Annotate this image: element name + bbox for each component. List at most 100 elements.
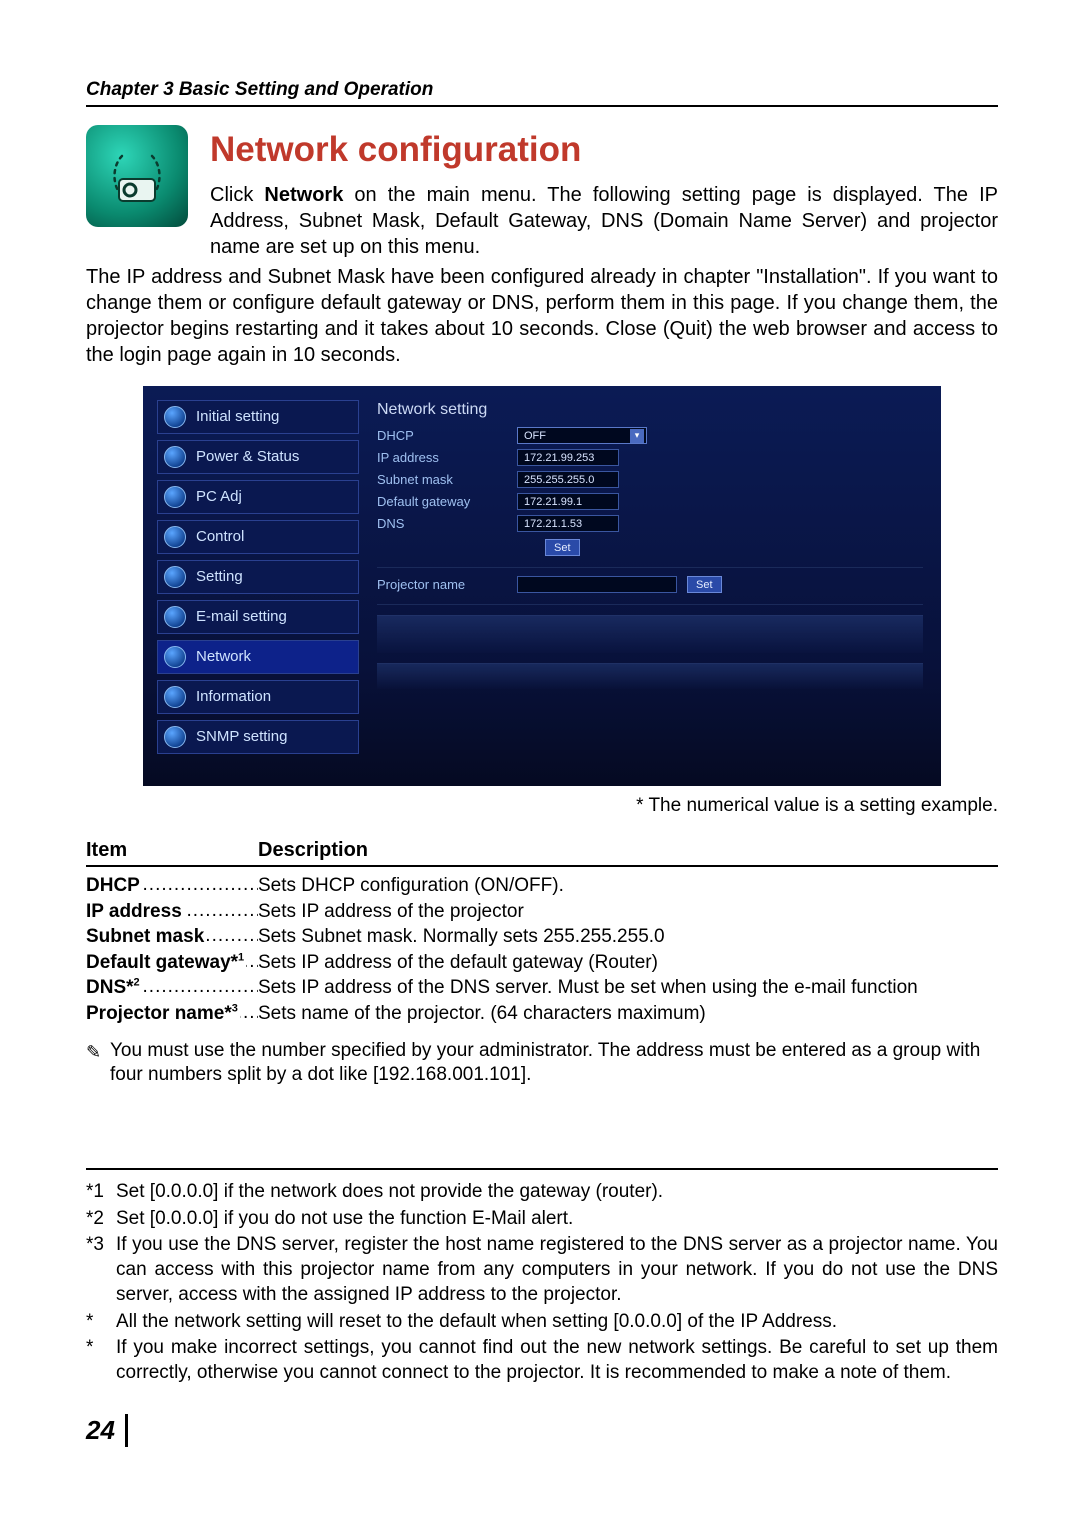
footnote-text: If you make incorrect settings, you cann…	[116, 1336, 998, 1385]
footnote-row: *1Set [0.0.0.0] if the network does not …	[86, 1180, 998, 1205]
table-row: IP addressSets IP address of the project…	[86, 899, 998, 925]
screenshot-caption: * The numerical value is a setting examp…	[86, 794, 998, 819]
footnote-row: *3If you use the DNS server, register th…	[86, 1233, 998, 1307]
sidebar-item-label: E-mail setting	[196, 607, 287, 627]
menu-icon	[164, 486, 186, 508]
sidebar-item-power-status[interactable]: Power & Status	[157, 440, 359, 474]
sidebar-item-pc-adj[interactable]: PC Adj	[157, 480, 359, 514]
footnote-row: *2Set [0.0.0.0] if you do not use the fu…	[86, 1207, 998, 1232]
hazy-band	[377, 615, 923, 653]
projector-name-input[interactable]	[517, 576, 677, 593]
footnote-text: Set [0.0.0.0] if the network does not pr…	[116, 1180, 998, 1205]
desc-value: Sets IP address of the DNS server. Must …	[258, 975, 998, 1001]
menu-icon	[164, 526, 186, 548]
pen-icon: ✎	[86, 1039, 110, 1088]
sidebar-item-network[interactable]: Network	[157, 640, 359, 674]
intro-network-word: Network	[264, 184, 343, 206]
sidebar-item-information[interactable]: Information	[157, 680, 359, 714]
sidebar-item-snmp-setting[interactable]: SNMP setting	[157, 720, 359, 754]
intro-text: Click Network on the main menu. The foll…	[210, 182, 998, 260]
menu-icon	[164, 406, 186, 428]
table-header-item: Item	[86, 837, 258, 863]
table-row: DNS*2Sets IP address of the DNS server. …	[86, 975, 998, 1001]
gateway-input[interactable]: 172.21.99.1	[517, 493, 619, 510]
desc-value: Sets IP address of the projector	[258, 899, 998, 925]
ip-input[interactable]: 172.21.99.253	[517, 449, 619, 466]
section-title: Network configuration	[210, 127, 998, 173]
sidebar-item-label: PC Adj	[196, 487, 242, 507]
menu-icon	[164, 566, 186, 588]
body-paragraph: The IP address and Subnet Mask have been…	[86, 264, 998, 368]
chevron-down-icon: ▾	[630, 429, 644, 443]
footnotes: *1Set [0.0.0.0] if the network does not …	[86, 1180, 998, 1386]
menu-icon	[164, 446, 186, 468]
divider	[377, 567, 923, 568]
mask-input[interactable]: 255.255.255.0	[517, 471, 619, 488]
description-rows: DHCPSets DHCP configuration (ON/OFF).IP …	[86, 873, 998, 1027]
hazy-band	[377, 663, 923, 689]
divider	[377, 604, 923, 605]
page-number: 24	[86, 1414, 128, 1448]
footnote-separator	[86, 1168, 998, 1170]
sidebar-item-label: Network	[196, 647, 251, 667]
desc-value: Sets IP address of the default gateway (…	[258, 950, 998, 976]
table-row: DHCPSets DHCP configuration (ON/OFF).	[86, 873, 998, 899]
table-row: Subnet maskSets Subnet mask. Normally se…	[86, 924, 998, 950]
footnote-text: If you use the DNS server, register the …	[116, 1233, 998, 1307]
desc-value: Sets Subnet mask. Normally sets 255.255.…	[258, 924, 998, 950]
network-setting-screenshot: Initial setting Power & Status PC Adj Co…	[143, 386, 941, 786]
intro-prefix: Click	[210, 184, 264, 206]
chapter-header: Chapter 3 Basic Setting and Operation	[86, 78, 998, 107]
sidebar-item-label: SNMP setting	[196, 727, 287, 747]
footnote-marker: *	[86, 1310, 116, 1335]
sidebar-item-label: Control	[196, 527, 244, 547]
menu-icon	[164, 726, 186, 748]
desc-key: DNS*2	[86, 975, 258, 1001]
gateway-label: Default gateway	[377, 494, 517, 511]
table-row: Projector name*3Sets name of the project…	[86, 1001, 998, 1027]
dns-input[interactable]: 172.21.1.53	[517, 515, 619, 532]
screenshot-heading: Network setting	[377, 400, 923, 421]
footnote-marker: *3	[86, 1233, 116, 1307]
footnote-row: *All the network setting will reset to t…	[86, 1310, 998, 1335]
note-row: ✎ You must use the number specified by y…	[86, 1039, 998, 1088]
desc-value: Sets DHCP configuration (ON/OFF).	[258, 873, 998, 899]
sidebar-item-setting[interactable]: Setting	[157, 560, 359, 594]
sidebar-item-label: Information	[196, 687, 271, 707]
menu-icon	[164, 606, 186, 628]
footnote-marker: *	[86, 1336, 116, 1385]
set-button[interactable]: Set	[545, 539, 580, 556]
sidebar-item-label: Power & Status	[196, 447, 299, 467]
desc-value: Sets name of the projector. (64 characte…	[258, 1001, 998, 1027]
sidebar-item-email-setting[interactable]: E-mail setting	[157, 600, 359, 634]
sidebar-item-label: Initial setting	[196, 407, 279, 427]
mask-label: Subnet mask	[377, 472, 517, 489]
footnote-text: Set [0.0.0.0] if you do not use the func…	[116, 1207, 998, 1232]
page-number-wrap: 24	[86, 1388, 998, 1448]
table-header: Item Description	[86, 837, 998, 867]
desc-key: Subnet mask	[86, 924, 258, 950]
sidebar-item-control[interactable]: Control	[157, 520, 359, 554]
menu-icon	[164, 686, 186, 708]
network-config-icon	[86, 125, 188, 227]
dns-label: DNS	[377, 516, 517, 533]
dhcp-select[interactable]: OFF ▾	[517, 427, 647, 444]
projector-name-label: Projector name	[377, 577, 517, 594]
table-row: Default gateway*1Sets IP address of the …	[86, 950, 998, 976]
table-header-description: Description	[258, 837, 368, 863]
screenshot-sidebar: Initial setting Power & Status PC Adj Co…	[157, 400, 359, 760]
footnote-text: All the network setting will reset to th…	[116, 1310, 998, 1335]
sidebar-item-initial-setting[interactable]: Initial setting	[157, 400, 359, 434]
sidebar-item-label: Setting	[196, 567, 243, 587]
desc-key: Projector name*3	[86, 1001, 258, 1027]
desc-key: DHCP	[86, 873, 258, 899]
screenshot-main: Network setting DHCP OFF ▾ IP address 17…	[359, 400, 923, 760]
dhcp-label: DHCP	[377, 428, 517, 445]
footnote-marker: *1	[86, 1180, 116, 1205]
note-text: You must use the number specified by you…	[110, 1039, 998, 1088]
menu-icon	[164, 646, 186, 668]
projector-set-button[interactable]: Set	[687, 576, 722, 593]
desc-key: Default gateway*1	[86, 950, 258, 976]
footnote-marker: *2	[86, 1207, 116, 1232]
ip-label: IP address	[377, 450, 517, 467]
